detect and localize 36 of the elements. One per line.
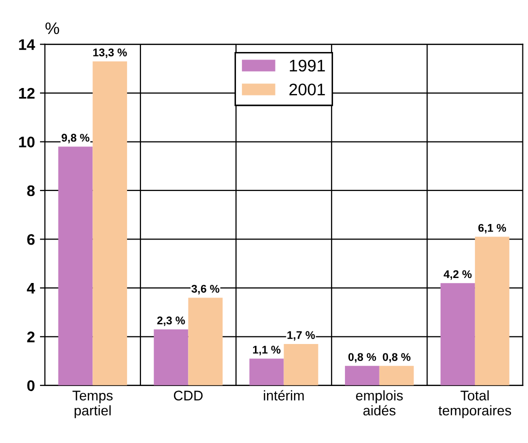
- y-tick-label: 12: [19, 88, 35, 99]
- bar: [379, 366, 414, 386]
- data-label: 4,2 %: [444, 270, 472, 280]
- data-label: 3,6 %: [191, 284, 220, 294]
- x-tick-label: CDD: [174, 390, 203, 400]
- data-label: 9,8 %: [62, 134, 90, 144]
- y-tick-label: 8: [27, 185, 35, 196]
- x-tick-label: intérim: [264, 390, 304, 400]
- y-tick-label: 2: [27, 332, 35, 342]
- y-tick-label: 10: [19, 136, 35, 148]
- bar: [440, 283, 475, 386]
- x-tick-label: Temps partiel: [72, 390, 113, 418]
- bar: [249, 358, 284, 386]
- bar: [344, 366, 380, 386]
- data-label: 6,1 %: [478, 224, 506, 234]
- bar: [474, 236, 510, 386]
- data-label: 13,3 %: [93, 48, 127, 58]
- x-tick-label: Total temporaires: [438, 390, 512, 418]
- bar: [92, 61, 128, 386]
- x-tick-label: emplois aidés: [356, 390, 403, 416]
- bar: [58, 146, 93, 386]
- y-tick-label: 14: [19, 39, 36, 50]
- data-label: 0,8 %: [348, 353, 376, 363]
- data-label: 0,8 %: [382, 353, 410, 363]
- y-axis-title: %: [45, 22, 60, 34]
- bar: [284, 344, 318, 386]
- data-label: 1,1 %: [253, 346, 281, 356]
- data-label: 2,3 %: [157, 316, 185, 326]
- legend-label: 2001: [289, 84, 325, 96]
- bar: [188, 298, 223, 386]
- data-label: 1,7 %: [287, 331, 315, 341]
- legend-label: 1991: [290, 60, 325, 72]
- y-tick-label: 4: [26, 282, 36, 294]
- bar: [154, 329, 188, 386]
- y-tick-label: 0: [27, 380, 35, 392]
- y-tick-label: 6: [27, 234, 35, 245]
